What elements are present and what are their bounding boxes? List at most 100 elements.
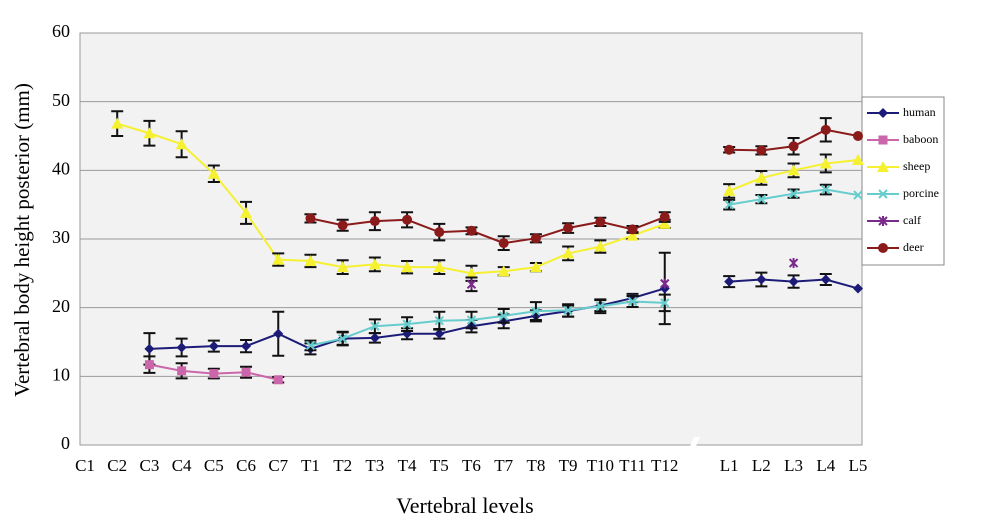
data-point (595, 301, 606, 312)
data-point (756, 145, 767, 156)
data-point-shape (273, 375, 283, 385)
data-point (241, 341, 252, 352)
data-point-shape (176, 342, 187, 353)
data-point-shape (788, 141, 799, 152)
data-point (658, 217, 671, 229)
data-point-shape (337, 333, 348, 344)
data-point (336, 261, 349, 273)
data-point (820, 124, 831, 135)
data-point-shape (529, 261, 542, 273)
data-point (465, 267, 478, 279)
data-point (788, 141, 799, 152)
data-point (176, 342, 187, 353)
data-point (143, 127, 156, 139)
legend-marker (877, 161, 889, 172)
data-point-shape (111, 117, 124, 129)
legend-marker (878, 216, 888, 226)
data-point-shape (240, 206, 253, 218)
data-point-shape (787, 164, 800, 176)
data-point-shape (724, 276, 735, 287)
data-point-shape (819, 157, 832, 169)
data-point (498, 238, 509, 249)
data-point (627, 224, 638, 235)
y-tick-label: 10 (52, 364, 70, 384)
x-tick-label: L1 (720, 456, 739, 475)
data-point-shape (498, 238, 509, 249)
data-point-shape (853, 283, 863, 294)
data-point-shape (401, 261, 414, 273)
x-tick-label: C1 (75, 456, 95, 475)
legend-marker (878, 108, 888, 118)
data-point (821, 184, 831, 195)
legend-label: baboon (903, 132, 938, 146)
legend-marker-shape (877, 161, 889, 172)
data-point-shape (434, 328, 445, 339)
data-point-shape (756, 145, 767, 156)
data-point-shape (788, 276, 799, 287)
data-point (627, 296, 638, 307)
x-tick-label: T7 (494, 456, 513, 475)
data-point (788, 188, 799, 199)
y-tick-label: 50 (52, 90, 70, 110)
data-point-shape (788, 188, 799, 199)
data-point (660, 278, 670, 289)
data-point (595, 216, 606, 227)
data-point-shape (369, 216, 380, 227)
data-point (144, 343, 155, 354)
data-point-shape (402, 319, 412, 329)
data-point-shape (497, 265, 510, 277)
data-point-shape (531, 306, 541, 316)
data-point (853, 190, 863, 200)
data-point (466, 315, 477, 325)
data-point-shape (208, 341, 219, 352)
axis-break (687, 437, 700, 451)
x-tick-label: T11 (619, 456, 646, 475)
data-point (368, 258, 381, 270)
data-point-shape (659, 212, 670, 223)
data-point-shape (788, 258, 799, 269)
data-point-shape (594, 240, 607, 252)
data-point-shape (272, 253, 285, 265)
x-tick-label: C4 (172, 456, 192, 475)
data-point (144, 360, 154, 370)
data-point-shape (144, 360, 154, 370)
data-point-shape (853, 190, 863, 200)
data-point-shape (466, 315, 477, 325)
data-point (401, 261, 414, 273)
data-point-shape (304, 254, 317, 266)
y-tick-label: 20 (52, 296, 70, 316)
x-tick-label: C5 (204, 456, 224, 475)
data-point (402, 214, 413, 225)
legend-label: deer (903, 240, 924, 254)
data-point-shape (626, 229, 639, 241)
data-point (723, 184, 736, 196)
data-point-shape (756, 274, 767, 285)
data-point (273, 375, 283, 385)
data-point-shape (402, 214, 413, 225)
data-point (402, 319, 412, 329)
data-point-shape (465, 267, 478, 279)
data-point-shape (337, 220, 348, 231)
data-point (207, 167, 220, 179)
data-point (466, 225, 477, 236)
data-point-shape (207, 167, 220, 179)
x-tick-label: T2 (333, 456, 352, 475)
data-point-shape (660, 278, 670, 289)
data-point-shape (756, 194, 767, 204)
data-point-shape (852, 154, 864, 166)
data-point-shape (853, 131, 863, 141)
data-point (755, 171, 768, 183)
data-point (562, 247, 575, 259)
data-point (208, 341, 219, 352)
data-point-shape (755, 171, 768, 183)
legend-marker-shape (878, 243, 888, 253)
data-point-shape (658, 217, 671, 229)
legend-marker (878, 189, 888, 199)
data-point (531, 306, 541, 316)
y-tick-label: 40 (52, 158, 70, 178)
data-point (433, 261, 446, 273)
legend-label: sheep (903, 159, 930, 173)
data-point (820, 274, 831, 285)
data-point-shape (144, 343, 155, 354)
x-tick-label: C6 (236, 456, 256, 475)
